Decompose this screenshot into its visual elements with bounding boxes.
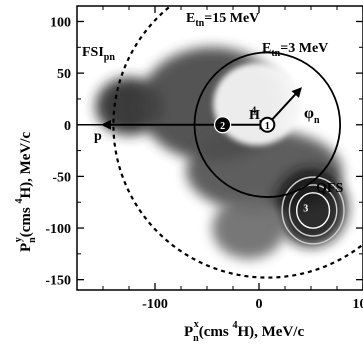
x-axis-title: Pnx(cms 4H), MeV/c xyxy=(184,319,304,344)
y-tick-label: 50 xyxy=(57,67,71,82)
annotation-e3: Etn=3 MeV xyxy=(262,41,328,59)
y-tick-label: -100 xyxy=(45,222,71,237)
y-tick-label: -150 xyxy=(45,274,71,289)
annotation-fsi: FSIpn xyxy=(82,45,115,63)
marker-label-H: 1 xyxy=(265,121,270,132)
x-tick-label: -100 xyxy=(142,297,168,312)
y-tick-label: -50 xyxy=(52,170,71,185)
x-tick-label: 100 xyxy=(353,297,363,312)
density-region-4 xyxy=(212,197,285,259)
annotation-qfs: QFS xyxy=(316,181,343,196)
annotation-p: p xyxy=(94,129,102,144)
x-tick-label: 0 xyxy=(256,297,263,312)
marker-label-3: 3 xyxy=(303,203,308,214)
density-heatmap xyxy=(96,47,348,259)
y-tick-label: 100 xyxy=(50,15,71,30)
marker-label-4: 4 xyxy=(251,105,256,116)
y-tick-label: 0 xyxy=(64,119,71,134)
annotation-e15: Etn=15 MeV xyxy=(186,11,259,29)
y-axis-title: Pny(cms 4H), MeV/c xyxy=(13,132,38,252)
annotation-phi: φn xyxy=(304,105,320,126)
marker-label-2: 2 xyxy=(220,121,225,132)
